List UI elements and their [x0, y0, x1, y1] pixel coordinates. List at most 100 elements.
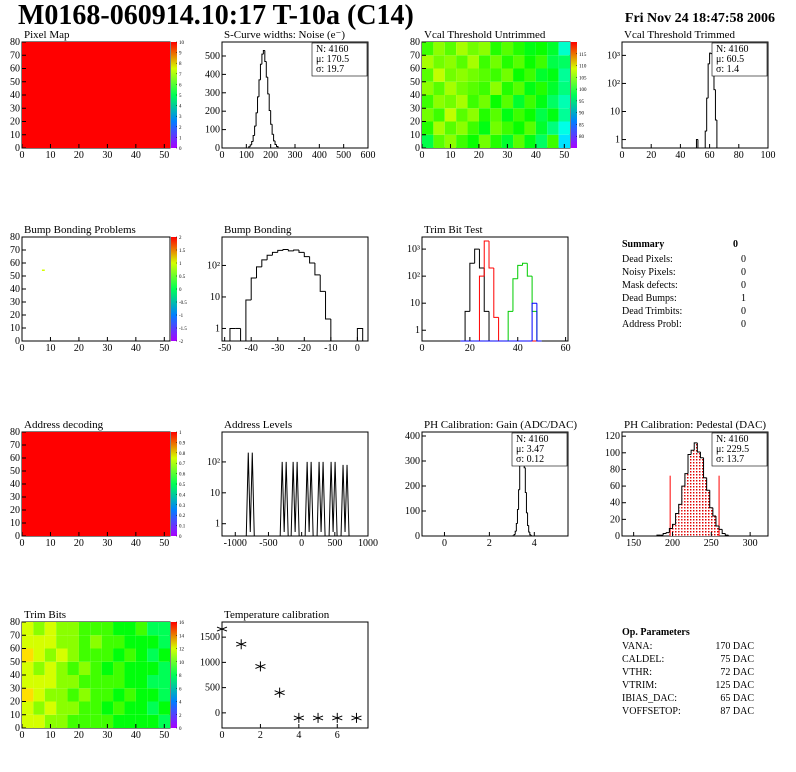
stats-line: N: 4160	[316, 44, 349, 55]
heat-cell	[56, 622, 68, 636]
heat-cell	[158, 701, 170, 715]
plot-frame	[421, 236, 569, 342]
heat-cell	[501, 55, 514, 69]
heat-cell	[101, 635, 114, 649]
x-tick-label: 30	[102, 538, 112, 549]
color-tick-label: 2	[179, 126, 182, 131]
y-tick-label: 1	[415, 325, 420, 336]
chart-title: S-Curve widths: Noise (e⁻)	[224, 29, 345, 41]
heat-cell	[33, 675, 45, 689]
spike	[279, 461, 289, 537]
star-marker	[236, 639, 247, 650]
color-tick-label: 2	[179, 236, 182, 241]
parameter-value: 72 DAC	[720, 667, 754, 678]
heat-cell	[90, 622, 102, 636]
color-tick-label: -2	[179, 340, 184, 345]
heat-cell	[113, 661, 125, 675]
x-tick-label: 4	[532, 538, 537, 549]
hist-bin	[536, 303, 542, 342]
hist-bin	[259, 63, 262, 80]
color-tick-label: -1.5	[179, 327, 187, 332]
heat-cell	[422, 121, 434, 135]
hist-bin	[266, 254, 273, 260]
date: Fri Nov 24 18:47:58 2006	[625, 11, 775, 26]
stats-line: μ: 60.5	[716, 54, 744, 65]
x-tick-label: 6	[335, 730, 340, 741]
y-tick-label: 20	[410, 117, 420, 128]
heat-cell	[135, 661, 148, 675]
x-tick-label: 200	[665, 538, 680, 549]
color-tick-label: 105	[579, 76, 587, 81]
color-tick-label: 1	[179, 431, 182, 436]
heat-cell	[78, 661, 91, 675]
heat-cell	[41, 269, 45, 271]
hist-bin	[249, 144, 252, 147]
heat-cell	[147, 661, 159, 675]
y-tick-label: 30	[10, 297, 20, 308]
color-tick-label: 0	[179, 727, 182, 732]
y-tick-label: 1	[615, 135, 620, 146]
hist-bin	[675, 513, 679, 525]
heat-cell	[33, 714, 45, 728]
heat-cell	[444, 121, 457, 135]
hist-bin	[469, 262, 475, 312]
heat-cell	[78, 635, 91, 649]
summary-value: 0	[741, 319, 746, 330]
heat-cell	[478, 108, 491, 122]
x-tick-label: 600	[361, 150, 376, 161]
color-tick-label: 85	[579, 123, 585, 128]
heat-cell	[33, 648, 45, 662]
y-tick-label: 20	[610, 514, 620, 525]
y-tick-label: 100	[205, 125, 220, 136]
hist-bin	[697, 139, 700, 149]
hist-bin	[261, 259, 268, 267]
x-tick-label: 40	[531, 150, 541, 161]
hist-bin	[715, 516, 720, 527]
x-tick-label: 0	[420, 150, 425, 161]
heat-cell	[513, 42, 525, 56]
heat-cell	[22, 432, 170, 536]
star-marker	[332, 712, 343, 723]
parameter-value: 125 DAC	[715, 680, 754, 691]
hist-bin	[271, 251, 278, 256]
heat-cell	[535, 108, 548, 122]
heat-cell	[422, 108, 434, 122]
heat-cell	[124, 648, 136, 662]
color-tick-label: 14	[179, 634, 185, 639]
color-tick-label: 80	[579, 135, 585, 140]
summary-label: Mask defects:	[622, 280, 678, 291]
y-tick-label: 1500	[200, 632, 220, 643]
y-tick-label: 40	[10, 284, 20, 295]
heat-cell	[478, 42, 491, 56]
hist-bin	[716, 119, 719, 149]
y-tick-label: 1000	[200, 657, 220, 668]
heat-cell	[524, 81, 536, 95]
hist-bin	[712, 507, 716, 517]
heat-cell	[558, 121, 570, 135]
x-tick-label: 50	[159, 150, 169, 161]
heat-cell	[135, 622, 148, 636]
heat-cell	[501, 134, 514, 148]
stats-line: N: 4160	[516, 434, 549, 445]
heat-cell	[444, 108, 457, 122]
hist-bin	[724, 533, 729, 536]
heat-cell	[535, 55, 548, 69]
x-tick-label: 40	[131, 730, 141, 741]
heat-cell	[56, 714, 68, 728]
color-tick-label: 95	[579, 100, 585, 105]
y-tick-label: 30	[10, 492, 20, 503]
stats-line: μ: 229.5	[716, 444, 749, 455]
heat-cell	[524, 134, 536, 148]
hist-bin	[256, 266, 262, 278]
summary-value: 1	[741, 293, 746, 304]
color-tick-label: 12	[179, 648, 185, 653]
heat-cell	[535, 121, 548, 135]
heat-cell	[547, 121, 559, 135]
x-tick-label: 200	[263, 150, 278, 161]
color-tick-label: 8	[179, 674, 182, 679]
y-tick-label: 50	[10, 466, 20, 477]
heat-cell	[67, 622, 79, 636]
heat-cell	[456, 95, 468, 109]
hist-bin	[268, 93, 271, 111]
